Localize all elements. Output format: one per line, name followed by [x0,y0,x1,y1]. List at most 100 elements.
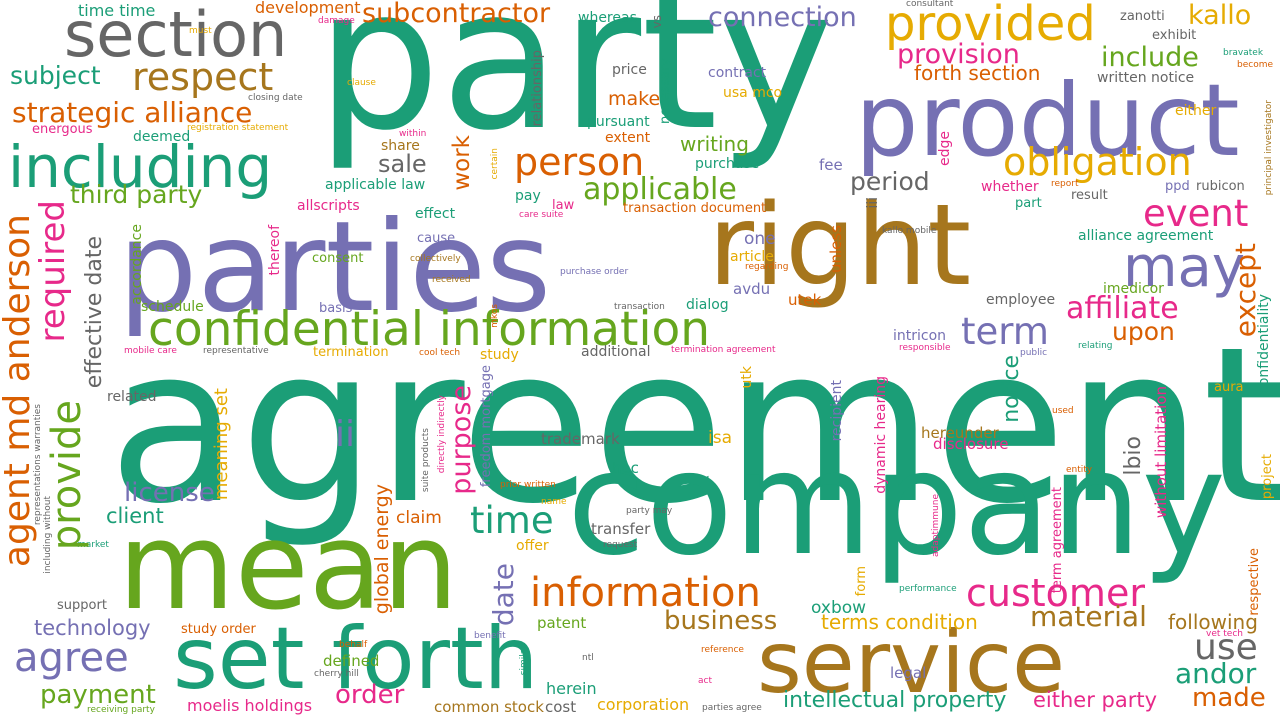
word-alliance-agreement: alliance agreement [1078,228,1214,244]
word-cool-tech: cool tech [419,348,461,358]
word-effect: effect [415,206,456,222]
word-damage: damage [318,16,355,26]
word-information: information [530,570,761,616]
word-offer: offer [516,538,549,554]
word-confidential-information: confidential information [148,302,711,357]
word-strategic-alliance: strategic alliance [12,96,253,129]
word-dynamic-hearing: dynamic hearing [873,376,889,494]
word-relating: relating [1078,341,1113,351]
word-name: name [541,497,567,507]
word-defined: defined [323,652,380,670]
word-exhibit: exhibit [1152,28,1197,43]
word-mkos: mkos [490,304,500,328]
word-writing: writing [680,132,749,156]
word-within: within [399,129,427,139]
word-imedicor: imedicor [1103,281,1164,297]
word-parties: parties [118,195,552,340]
word-term-agreement: term agreement [1050,487,1065,594]
word-contract: contract [708,65,767,81]
word-report: report [1051,179,1079,189]
word-legal: legal [890,664,927,682]
word-study: study [480,347,519,363]
word-cherry-hill: cherry hill [314,669,359,679]
word-connection: connection [708,2,857,33]
word-either-party: either party [1033,688,1158,712]
word-result: result [1071,188,1108,203]
word-event: event [1143,192,1249,235]
word-prior-written: prior written [500,480,556,490]
word-company: company [567,420,1227,587]
word-request: request [603,540,638,550]
word-parties-agree: parties agree [702,703,762,713]
word-transaction: transaction [614,302,665,312]
word-lbio: lbio [1121,436,1146,476]
word-license: license [124,478,215,508]
word-hereunder: hereunder [921,424,999,442]
word-consent: consent [312,251,364,266]
word-common-stock: common stock [434,698,544,716]
word-term: term [961,310,1049,353]
word-date: date [487,563,520,627]
word-clause: clause [347,78,376,88]
word-schedule: schedule [141,299,204,315]
word-isa: isa [708,428,732,448]
word-confidentiality: confidentiality [1256,294,1272,394]
word-cost: cost [545,698,577,716]
word-written-notice: written notice [1097,70,1195,86]
word-make: make [608,88,661,110]
word-purchase-order: purchase order [560,267,629,277]
word-aura: aura [1214,380,1244,395]
word-pursuant: pursuant [587,114,650,130]
word-representative: representative [203,346,269,356]
word-intricon: intricon [893,328,947,344]
word-ii: ii [335,414,356,455]
word-provision: provision [897,39,1020,70]
word-subject: subject [10,61,101,90]
word-transfer: transfer [591,520,651,538]
word-entity: entity [1066,465,1093,475]
word-avdu: avdu [733,280,771,298]
word-form: form [854,566,869,597]
word-pay: pay [515,188,541,204]
word-become: become [1237,60,1274,70]
word-termination-agreement: termination agreement [671,345,776,355]
word-work: work [449,135,475,191]
word-reference: reference [701,645,744,655]
word-provide: provide [44,400,90,551]
word-project: project [1260,454,1275,500]
word-price: price [612,62,647,78]
word-without-limitation: without limitation [1152,386,1170,519]
word-service: service [757,613,1066,713]
word-patent: patent [537,614,587,632]
word-accordance: accordance [129,224,145,305]
word-herein: herein [546,679,597,698]
word-ntl: ntl [582,653,594,663]
word-share: share [381,138,420,154]
word-vet-tech: vet tech [1206,629,1243,639]
word-behalf: behalf [339,640,368,650]
word-edge: edge [937,131,953,166]
word-vs: vs [650,15,664,29]
word-mobile-care: mobile care [124,346,177,356]
word-intellectual-property: intellectual property [783,688,1007,713]
word-relationship: relationship [530,50,545,127]
word-oxbow: oxbow [811,598,867,618]
word-energous: energous [32,122,93,137]
word-technology: technology [34,616,151,640]
word-effective-date: effective date [82,236,107,389]
word-termination: termination [313,345,389,360]
word-section: section [64,0,288,71]
word-material: material [1030,600,1147,633]
word-recipient: recipient [829,380,845,442]
word-ppd: ppd [1165,179,1190,194]
word-must: must [189,26,212,36]
word-support: support [57,598,107,613]
word-usa-mco: usa mco [723,85,783,101]
word-certain: certain [490,148,500,180]
word-including-without: including without [43,496,53,574]
word-respective: respective [1247,548,1262,616]
word-thereof: thereof [267,225,283,276]
word-additional: additional [581,344,651,360]
word-sale: sale [378,150,427,178]
word-dialog: dialog [686,297,729,313]
